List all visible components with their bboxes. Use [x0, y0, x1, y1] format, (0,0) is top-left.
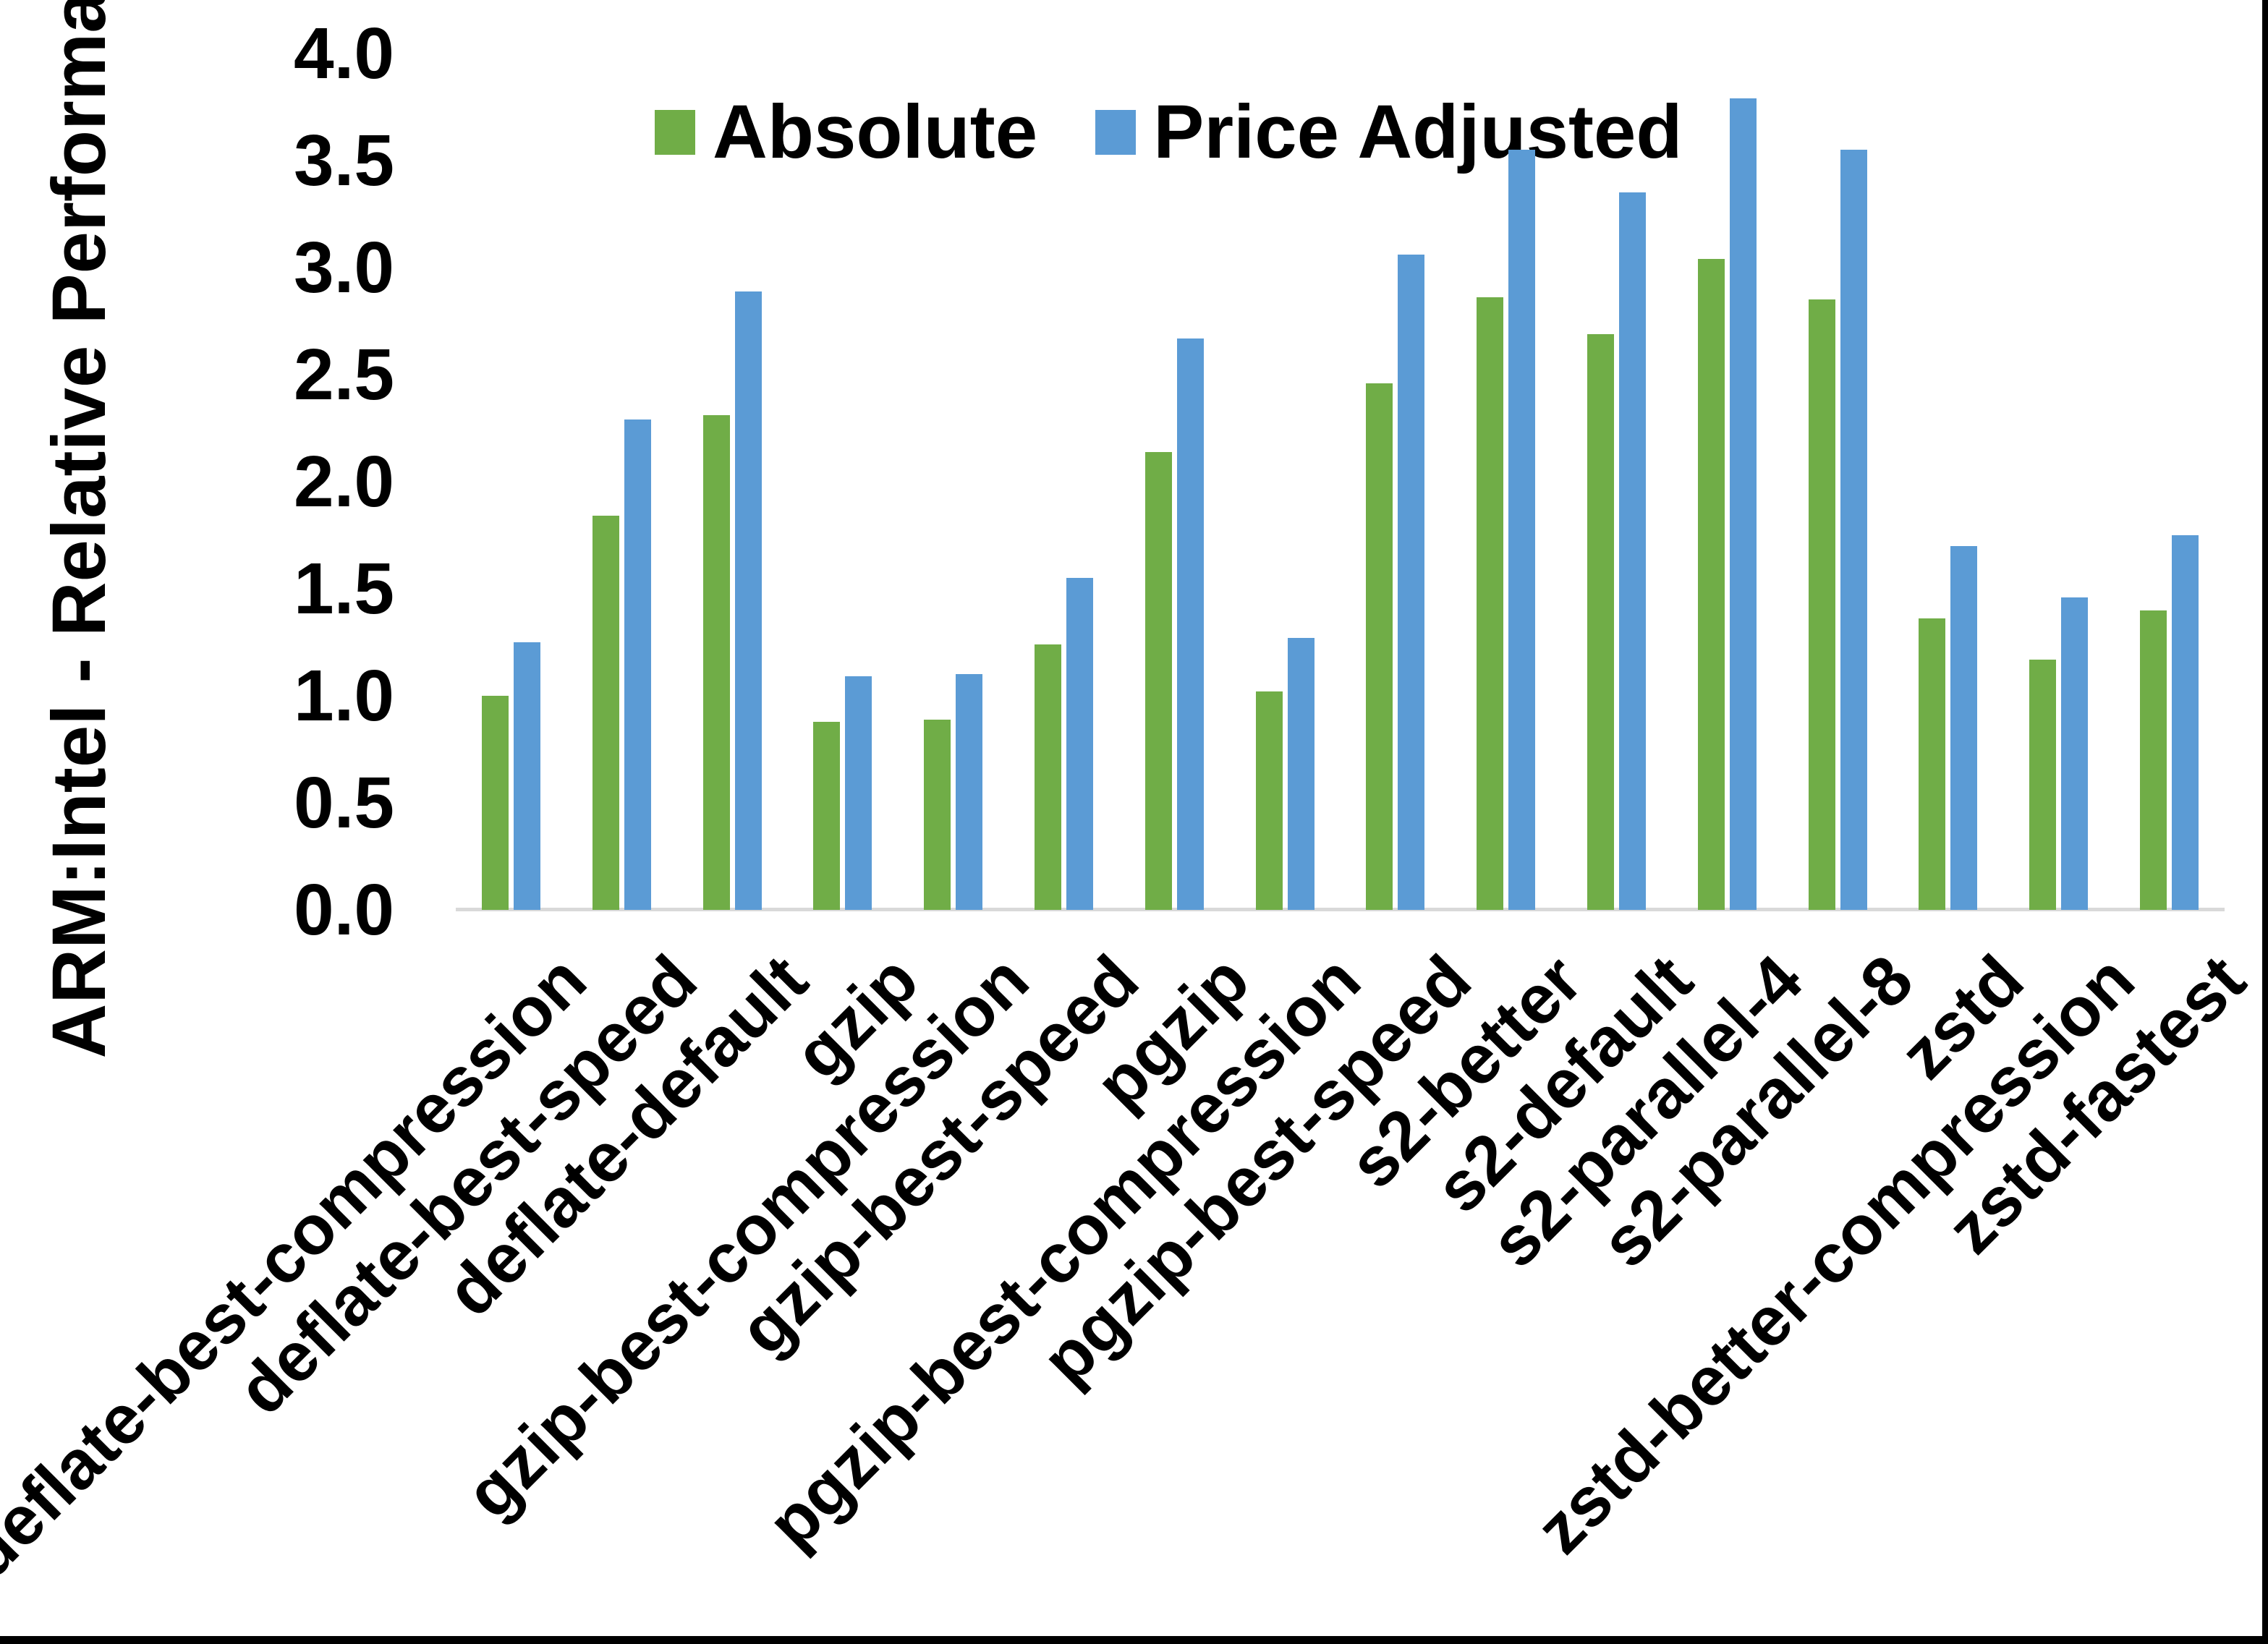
legend-swatch-absolute [655, 110, 695, 155]
bar-price-adjusted-pgzip-best-compression [1288, 638, 1314, 910]
bar-price-adjusted-s2-default [1619, 192, 1646, 910]
y-axis-tick-4.0: 4.0 [293, 13, 394, 94]
bar-absolute-zstd [1919, 618, 1945, 910]
y-axis-tick-3.5: 3.5 [293, 120, 394, 201]
bar-absolute-deflate-default [703, 415, 730, 910]
legend-label-absolute: Absolute [713, 90, 1038, 174]
bar-absolute-s2-parallel-8 [1809, 299, 1835, 910]
legend-swatch-price-adjusted [1095, 110, 1137, 155]
bar-price-adjusted-s2-better [1508, 150, 1535, 910]
bar-absolute-s2-parallel-4 [1698, 259, 1725, 910]
bar-price-adjusted-deflate-default [735, 291, 762, 910]
bar-price-adjusted-gzip-best-speed [1066, 578, 1093, 910]
y-axis-tick-0.5: 0.5 [293, 762, 394, 843]
screenshot-bottom-edge [0, 1636, 2268, 1644]
bar-price-adjusted-zstd [1950, 546, 1977, 910]
bar-price-adjusted-gzip-best-compression [956, 674, 982, 910]
screenshot-right-edge [2262, 0, 2268, 1644]
bar-absolute-deflate-best-compression [482, 696, 509, 910]
bar-absolute-pgzip-best-speed [1366, 383, 1393, 910]
y-axis-tick-0.0: 0.0 [293, 869, 394, 950]
bar-price-adjusted-zstd-fastest [2172, 535, 2199, 910]
bar-absolute-gzip-best-compression [924, 720, 951, 910]
bar-absolute-zstd-better-compression [2029, 660, 2056, 910]
bar-absolute-pgzip [1145, 452, 1172, 910]
y-axis-tick-3.0: 3.0 [293, 227, 394, 308]
y-axis-tick-1.0: 1.0 [293, 655, 394, 736]
bar-absolute-s2-default [1587, 334, 1614, 910]
x-axis-line [456, 908, 2225, 911]
bar-price-adjusted-pgzip-best-speed [1398, 255, 1424, 910]
y-axis-tick-2.5: 2.5 [293, 334, 394, 415]
bar-absolute-gzip [813, 722, 840, 910]
bar-price-adjusted-pgzip [1177, 338, 1204, 910]
bar-absolute-zstd-fastest [2140, 610, 2167, 910]
bar-price-adjusted-zstd-better-compression [2061, 597, 2088, 910]
y-axis-tick-2.0: 2.0 [293, 441, 394, 522]
legend: Absolute Price Adjusted [655, 85, 1683, 179]
bar-absolute-pgzip-best-compression [1256, 691, 1283, 910]
bar-price-adjusted-deflate-best-compression [514, 642, 540, 910]
bar-absolute-deflate-best-speed [593, 516, 619, 910]
bar-price-adjusted-s2-parallel-4 [1730, 98, 1757, 910]
bar-price-adjusted-deflate-best-speed [624, 419, 651, 910]
bar-absolute-gzip-best-speed [1035, 644, 1061, 910]
bar-price-adjusted-s2-parallel-8 [1840, 150, 1867, 910]
y-axis-tick-1.5: 1.5 [293, 548, 394, 629]
bar-price-adjusted-gzip [845, 676, 872, 910]
legend-label-price-adjusted: Price Adjusted [1153, 90, 1683, 174]
bar-absolute-s2-better [1477, 297, 1503, 910]
